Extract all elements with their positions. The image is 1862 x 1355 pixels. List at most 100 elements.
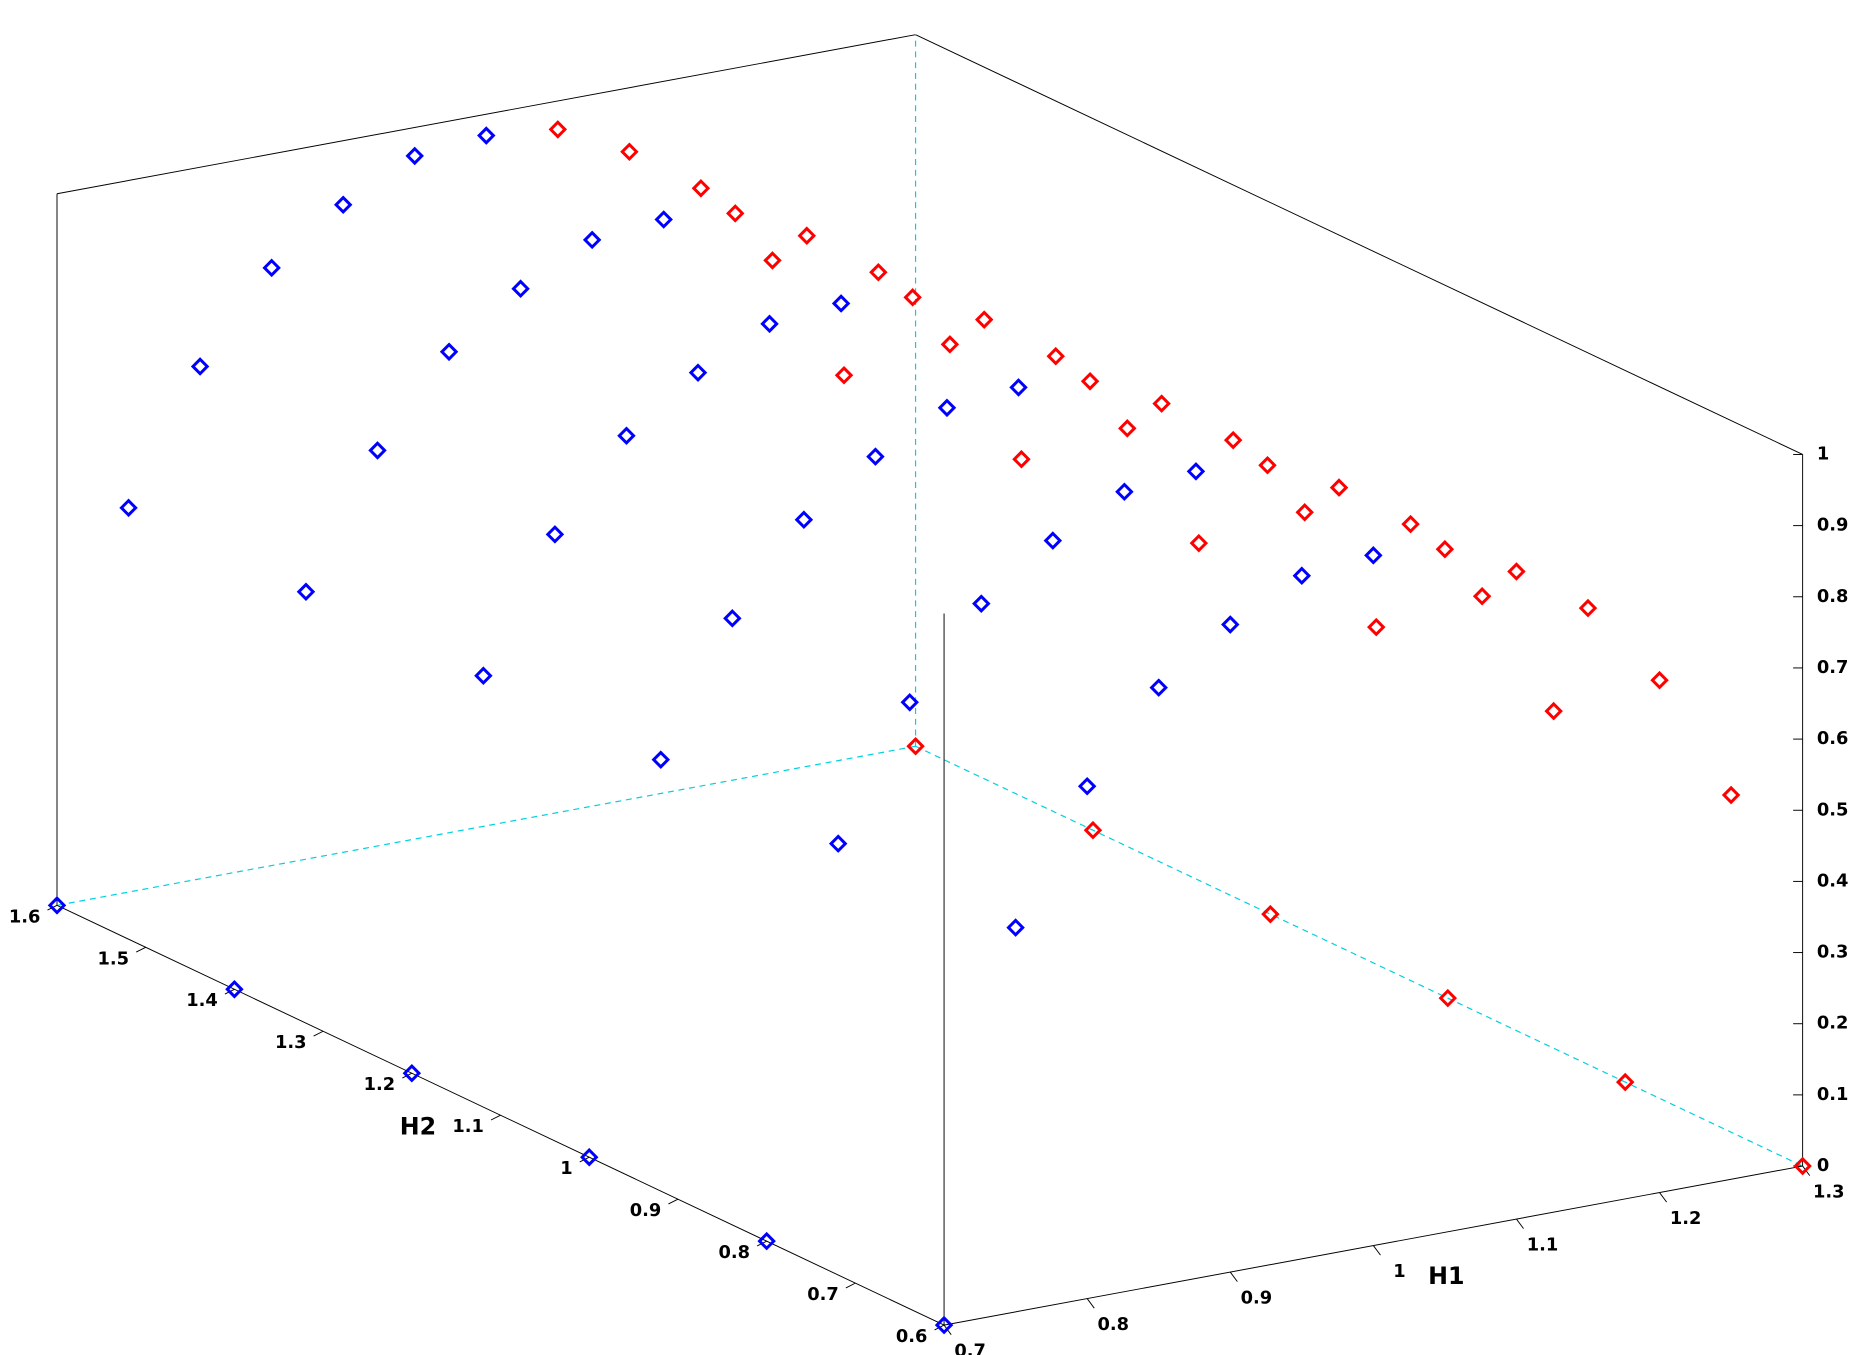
data-point (972, 594, 991, 613)
data-point (651, 750, 671, 769)
data-point (1118, 419, 1137, 438)
data-point (723, 609, 742, 628)
data-point (47, 896, 67, 915)
data-point (439, 342, 459, 362)
data-point (1077, 776, 1097, 796)
data-point (1083, 820, 1103, 840)
y-tick-label: 1.1 (452, 1116, 484, 1137)
data-point (333, 195, 353, 215)
data-point (477, 126, 496, 145)
y-tick (490, 1114, 501, 1121)
x-tick (1516, 1218, 1524, 1229)
data-point (190, 357, 210, 376)
data-point (617, 426, 636, 446)
y-tick-label: 1.4 (186, 990, 218, 1011)
data-point (1080, 371, 1100, 391)
y-axis-label: H2 (400, 1112, 436, 1140)
x-tick-label: 0.8 (1098, 1314, 1130, 1335)
data-point (1189, 533, 1209, 553)
z-tick-label: 0.4 (1817, 870, 1849, 891)
data-point (794, 510, 814, 529)
data-point (1435, 539, 1455, 559)
data-point (937, 398, 957, 418)
data-point (1472, 586, 1492, 606)
data-point (1261, 904, 1280, 924)
data-point (1152, 394, 1171, 413)
data-point (903, 288, 922, 307)
z-tick-label: 0.8 (1817, 586, 1849, 607)
data-point (1009, 378, 1028, 397)
data-point (511, 279, 530, 299)
data-point (405, 146, 424, 166)
x-tick (1229, 1271, 1238, 1282)
data-point (582, 230, 602, 250)
box-edge (56, 34, 916, 195)
z-tick-label: 0.6 (1817, 728, 1849, 749)
box-edge (915, 34, 1803, 455)
z-tick-label: 0.7 (1817, 657, 1849, 678)
z-tick-label: 0.2 (1817, 1013, 1849, 1034)
box-edge (56, 904, 945, 1326)
y-tick-label: 0.6 (896, 1326, 928, 1347)
data-point (1186, 462, 1206, 481)
data-point (726, 204, 745, 223)
box-hidden-edge (915, 745, 1803, 1167)
data-point (474, 666, 493, 686)
data-point (580, 1147, 599, 1167)
z-tick-label: 1 (1817, 443, 1829, 464)
data-point (1006, 918, 1025, 937)
data-point (1223, 430, 1243, 450)
data-point (262, 258, 281, 278)
data-point (1295, 503, 1314, 522)
y-tick-label: 1 (560, 1158, 572, 1179)
data-point (1438, 988, 1458, 1008)
data-point (831, 294, 851, 313)
data-point (368, 441, 387, 460)
data-point (974, 310, 994, 329)
data-point (760, 314, 779, 334)
y-tick-label: 0.8 (718, 1242, 750, 1263)
y-tick (845, 1282, 856, 1289)
x-tick (1372, 1245, 1381, 1256)
data-point (1364, 546, 1383, 565)
data-point (934, 1315, 954, 1335)
data-point (545, 525, 565, 544)
x-tick-label: 1 (1393, 1261, 1405, 1282)
z-tick-label: 0 (1817, 1155, 1829, 1176)
y-tick (135, 946, 146, 953)
data-point (763, 251, 782, 270)
data-point (1329, 478, 1349, 497)
data-point (1115, 482, 1134, 502)
data-point (620, 142, 639, 162)
data-point (1615, 1072, 1635, 1092)
data-point (1544, 701, 1563, 721)
z-tick-label: 0.1 (1817, 1084, 1849, 1105)
x-tick-label: 0.9 (1241, 1287, 1273, 1308)
data-point (797, 226, 817, 245)
data-point (225, 979, 244, 999)
x-axis-label: H1 (1428, 1262, 1464, 1290)
y-tick-label: 1.2 (364, 1074, 396, 1095)
data-point (1721, 785, 1741, 805)
data-point (1578, 598, 1598, 618)
data-point (906, 736, 925, 756)
x-tick-label: 0.7 (954, 1340, 986, 1355)
x-tick (1086, 1298, 1095, 1309)
y-tick-label: 0.7 (807, 1284, 839, 1305)
data-point (1149, 678, 1168, 697)
y-tick-label: 0.9 (630, 1200, 662, 1221)
data-point (688, 363, 708, 382)
y-tick-label: 1.6 (9, 906, 41, 927)
data-point (940, 335, 960, 354)
data-point (1046, 346, 1065, 366)
data-point (548, 120, 568, 139)
data-point (866, 447, 885, 466)
data-point (1043, 531, 1063, 550)
data-point (691, 179, 711, 198)
data-point (757, 1231, 776, 1251)
data-point (402, 1063, 422, 1083)
y-tick-label: 1.5 (98, 948, 130, 969)
data-point (834, 365, 854, 385)
